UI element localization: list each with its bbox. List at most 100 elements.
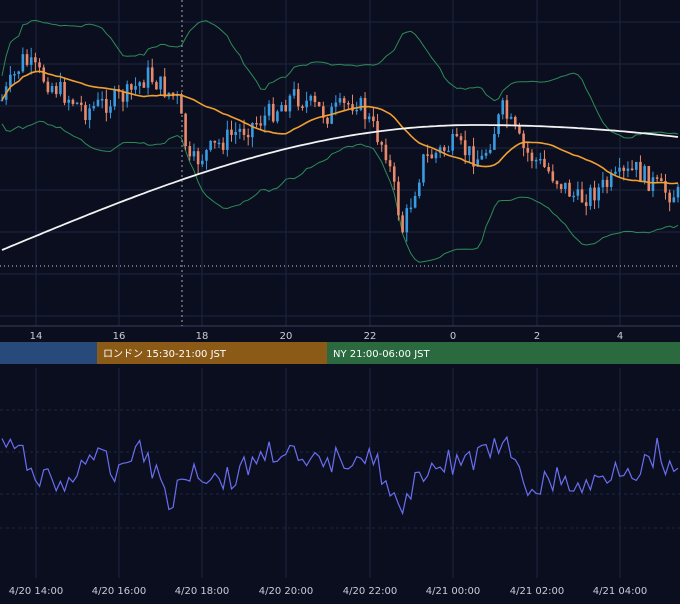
candle: [267, 100, 271, 121]
candle: [50, 82, 54, 94]
candle-body: [109, 106, 112, 113]
candle: [660, 173, 663, 182]
candle-body: [643, 166, 646, 182]
candle: [384, 138, 388, 164]
candle-body: [163, 76, 167, 97]
candle: [305, 91, 308, 113]
candle: [317, 101, 321, 107]
candle: [501, 97, 505, 120]
candle-body: [455, 134, 459, 137]
candle: [301, 104, 304, 111]
candle: [155, 80, 158, 90]
osc-x-tick-label: 4/20 22:00: [343, 586, 397, 597]
candle-body: [405, 208, 409, 233]
candle-body: [372, 116, 375, 122]
candle-body: [359, 98, 363, 110]
candle-body: [434, 152, 438, 159]
candle: [614, 166, 617, 177]
candle-body: [280, 104, 283, 112]
candle-body: [92, 105, 96, 109]
candle-body: [397, 181, 400, 216]
candle: [29, 47, 33, 75]
candle-body: [476, 159, 480, 167]
candle-body: [309, 95, 313, 101]
candle: [626, 161, 630, 178]
candle: [372, 107, 375, 128]
candle-body: [313, 95, 317, 103]
candle: [292, 81, 296, 99]
candle: [38, 58, 41, 73]
candle: [17, 70, 20, 80]
osc-x-tick-label: 4/21 00:00: [426, 586, 480, 597]
candle-body: [509, 116, 513, 119]
candle-body: [564, 182, 567, 189]
candle-body: [84, 104, 87, 121]
candle: [226, 120, 229, 157]
candle-body: [246, 134, 250, 138]
candle: [84, 101, 87, 125]
candle: [105, 89, 108, 122]
candle: [0, 94, 4, 102]
candle-body: [534, 159, 538, 162]
candle: [188, 141, 192, 161]
candle-body: [622, 167, 626, 171]
candle-body: [451, 134, 454, 151]
candle: [150, 58, 154, 85]
candle-body: [88, 108, 91, 121]
candle: [163, 68, 167, 99]
candle-body: [75, 102, 79, 105]
candle-body: [46, 81, 50, 93]
candle: [63, 77, 66, 106]
session-segment: [327, 342, 680, 364]
candle: [605, 176, 609, 194]
candle-body: [559, 184, 563, 189]
candle-body: [422, 154, 425, 183]
candle-body: [342, 98, 346, 104]
candle: [555, 180, 559, 189]
candle-body: [238, 128, 242, 132]
candle-body: [480, 155, 484, 160]
candle: [401, 211, 404, 234]
candle: [217, 138, 221, 149]
candle: [526, 142, 530, 162]
candle: [476, 150, 480, 167]
candle-body: [200, 160, 204, 165]
candle-body: [255, 122, 258, 125]
candle-body: [363, 98, 367, 120]
candle-body: [251, 122, 254, 138]
candle: [196, 147, 200, 174]
candle: [96, 92, 100, 108]
candle: [34, 52, 37, 72]
candle: [518, 122, 521, 135]
candle-body: [196, 151, 200, 165]
candle-body: [234, 131, 237, 135]
candle: [463, 130, 467, 164]
candle-body: [263, 115, 267, 126]
price-x-axis: 14 16 18 20 22 0 2 4: [30, 331, 624, 342]
osc-x-tick-label: 4/21 04:00: [593, 586, 647, 597]
candle: [296, 83, 300, 111]
candle-body: [221, 142, 225, 150]
candle: [46, 77, 50, 95]
candle: [505, 94, 509, 129]
candle-body: [288, 95, 292, 112]
candle-body: [576, 189, 580, 196]
candle: [543, 150, 546, 169]
candle-body: [355, 109, 358, 112]
candle: [534, 157, 538, 169]
candle: [92, 101, 96, 112]
candle-body: [505, 100, 509, 119]
candle-body: [484, 152, 488, 156]
candle: [664, 173, 667, 200]
candle-body: [292, 89, 296, 96]
candle: [484, 149, 488, 159]
candle-body: [426, 154, 429, 156]
bollinger-upper: [1, 19, 679, 139]
candle-body: [159, 76, 162, 90]
candle: [205, 149, 208, 170]
candle-body: [401, 215, 404, 233]
candle: [342, 95, 346, 111]
candle-body: [50, 86, 54, 93]
candle-body: [472, 146, 475, 167]
